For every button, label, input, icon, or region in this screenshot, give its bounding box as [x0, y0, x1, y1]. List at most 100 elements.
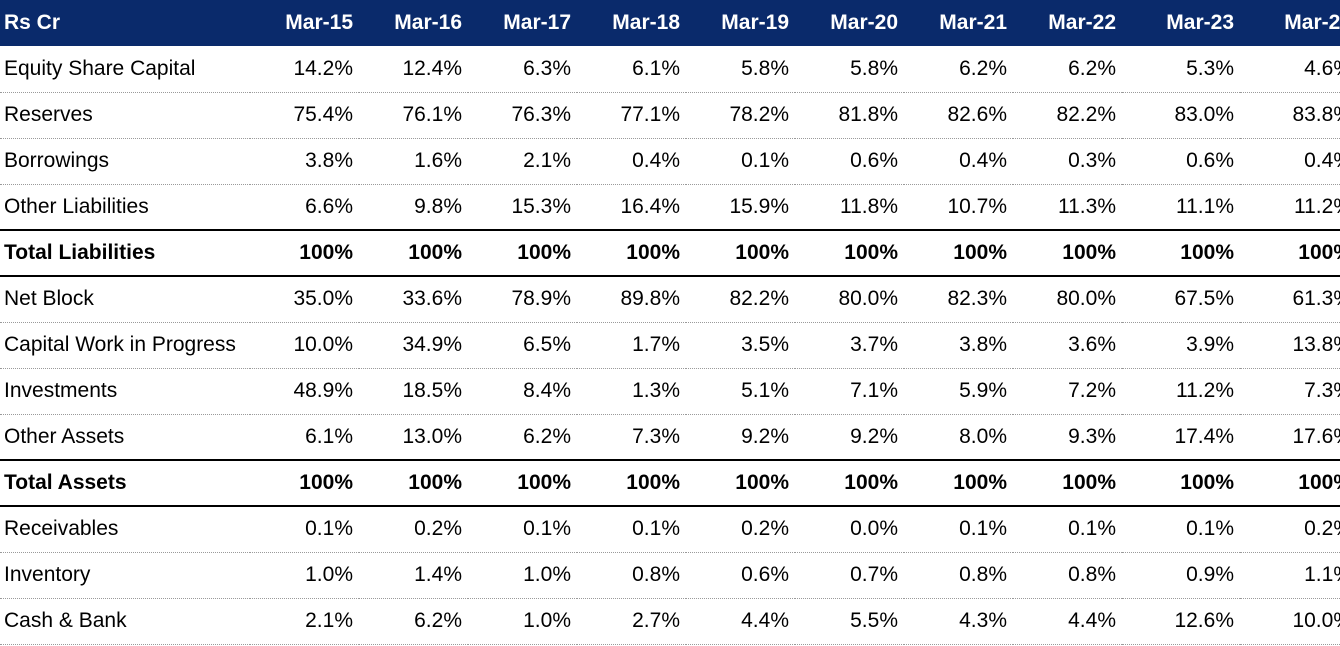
- table-cell: 61.3%: [1240, 276, 1340, 323]
- table-cell: 4.4%: [1013, 598, 1122, 645]
- table-row: Net Block 35.0% 33.6% 78.9% 89.8% 82.2% 80.0% 8…: [0, 276, 1340, 323]
- table-cell: 9.2%: [795, 414, 904, 461]
- table-cell: 0.1%: [577, 506, 686, 553]
- table-cell: 1.1%: [1240, 552, 1340, 599]
- table-cell: 12.6%: [1122, 598, 1240, 645]
- row-label: Inventory: [0, 552, 250, 599]
- table-cell: 100%: [468, 459, 577, 507]
- header-cell: Mar-15: [285, 11, 353, 34]
- table-cell: 100%: [1240, 229, 1340, 277]
- header-cell: Mar-23: [1166, 11, 1234, 34]
- table-cell: 76.1%: [359, 92, 468, 139]
- header-cell: Mar-17: [503, 11, 571, 34]
- table-cell: 11.8%: [795, 184, 904, 231]
- table-cell: 6.2%: [468, 414, 577, 461]
- table-cell: 2.1%: [468, 138, 577, 185]
- table-row: Capital Work in Progress 10.0% 34.9% 6.5% 1.…: [0, 322, 1340, 369]
- table-row: Cash & Bank 2.1% 6.2% 1.0% 2.7% 4.4% 5.5% 4.3% 4…: [0, 598, 1340, 645]
- table-cell: 7.3%: [577, 414, 686, 461]
- table-cell: 100%: [686, 229, 795, 277]
- table-cell: 5.3%: [1122, 46, 1240, 93]
- row-label: Total Liabilities: [0, 229, 250, 277]
- table-cell: 48.9%: [250, 368, 359, 415]
- row-label: Other Assets: [0, 414, 250, 461]
- table-cell: 82.2%: [686, 276, 795, 323]
- table-cell: 3.8%: [250, 138, 359, 185]
- table-cell: 1.3%: [577, 368, 686, 415]
- table-cell: 9.3%: [1013, 414, 1122, 461]
- table-cell: 6.3%: [468, 46, 577, 93]
- header-cell: Mar-16: [394, 11, 462, 34]
- table-cell: 1.0%: [250, 552, 359, 599]
- table-cell: 80.0%: [1013, 276, 1122, 323]
- row-label: Equity Share Capital: [0, 46, 250, 93]
- table-cell: 33.6%: [359, 276, 468, 323]
- table-body: Equity Share Capital 14.2% 12.4% 6.3% 6.1% 5.…: [0, 46, 1340, 645]
- table-row: Equity Share Capital 14.2% 12.4% 6.3% 6.1% 5.…: [0, 46, 1340, 93]
- row-label: Total Assets: [0, 459, 250, 507]
- table-cell: 9.2%: [686, 414, 795, 461]
- table-cell: 83.8%: [1240, 92, 1340, 139]
- table-cell: 10.0%: [250, 322, 359, 369]
- table-cell: 1.7%: [577, 322, 686, 369]
- table-cell: 100%: [250, 459, 359, 507]
- table-cell: 17.4%: [1122, 414, 1240, 461]
- header-cell: Rs Cr: [4, 11, 61, 34]
- table-cell: 100%: [1013, 459, 1122, 507]
- table-cell: 5.8%: [686, 46, 795, 93]
- table-row: Reserves 75.4% 76.1% 76.3% 77.1% 78.2% 81.8% 82…: [0, 92, 1340, 139]
- table-cell: 100%: [1122, 459, 1240, 507]
- table-cell: 100%: [686, 459, 795, 507]
- table-cell: 77.1%: [577, 92, 686, 139]
- table-cell: 0.1%: [1013, 506, 1122, 553]
- table-cell: 0.1%: [686, 138, 795, 185]
- table-cell: 3.8%: [904, 322, 1013, 369]
- table-cell: 10.0%: [1240, 598, 1340, 645]
- row-label: Investments: [0, 368, 250, 415]
- table-cell: 6.1%: [577, 46, 686, 93]
- table-row: Investments 48.9% 18.5% 8.4% 1.3% 5.1% 7.1% 5.9…: [0, 368, 1340, 415]
- header-cell: Mar-18: [612, 11, 680, 34]
- table-cell: 0.4%: [577, 138, 686, 185]
- table-cell: 100%: [904, 229, 1013, 277]
- table-cell: 0.1%: [1122, 506, 1240, 553]
- table-cell: 18.5%: [359, 368, 468, 415]
- table-cell: 6.6%: [250, 184, 359, 231]
- table-row: Borrowings 3.8% 1.6% 2.1% 0.4% 0.1% 0.6% 0.4% 0.…: [0, 138, 1340, 185]
- table-cell: 6.5%: [468, 322, 577, 369]
- table-cell: 0.0%: [795, 506, 904, 553]
- table-cell: 6.1%: [250, 414, 359, 461]
- table-cell: 14.2%: [250, 46, 359, 93]
- table-cell: 3.5%: [686, 322, 795, 369]
- table-cell: 0.8%: [577, 552, 686, 599]
- header-cell: Mar-19: [721, 11, 789, 34]
- row-label: Borrowings: [0, 138, 250, 185]
- table-cell: 100%: [577, 229, 686, 277]
- table-cell: 10.7%: [904, 184, 1013, 231]
- table-cell: 4.6%: [1240, 46, 1340, 93]
- table-cell: 34.9%: [359, 322, 468, 369]
- table-row: Other Liabilities 6.6% 9.8% 15.3% 16.4% 15.9%…: [0, 184, 1340, 231]
- table-cell: 15.9%: [686, 184, 795, 231]
- table-cell: 83.0%: [1122, 92, 1240, 139]
- table-cell: 0.1%: [250, 506, 359, 553]
- table-cell: 3.6%: [1013, 322, 1122, 369]
- table-row: Total Assets 100% 100% 100% 100% 100% 100% 100%…: [0, 459, 1340, 507]
- table-cell: 0.7%: [795, 552, 904, 599]
- table-cell: 2.7%: [577, 598, 686, 645]
- header-cell: Mar-20: [830, 11, 898, 34]
- table-cell: 0.2%: [686, 506, 795, 553]
- table-cell: 35.0%: [250, 276, 359, 323]
- table-cell: 17.6%: [1240, 414, 1340, 461]
- table-cell: 7.3%: [1240, 368, 1340, 415]
- table-cell: 100%: [468, 229, 577, 277]
- table-cell: 12.4%: [359, 46, 468, 93]
- table-cell: 1.0%: [468, 598, 577, 645]
- header-cell: Mar-24: [1284, 11, 1340, 34]
- header-cell: Mar-21: [939, 11, 1007, 34]
- table-cell: 8.4%: [468, 368, 577, 415]
- table-cell: 2.1%: [250, 598, 359, 645]
- table-cell: 89.8%: [577, 276, 686, 323]
- row-label: Net Block: [0, 276, 250, 323]
